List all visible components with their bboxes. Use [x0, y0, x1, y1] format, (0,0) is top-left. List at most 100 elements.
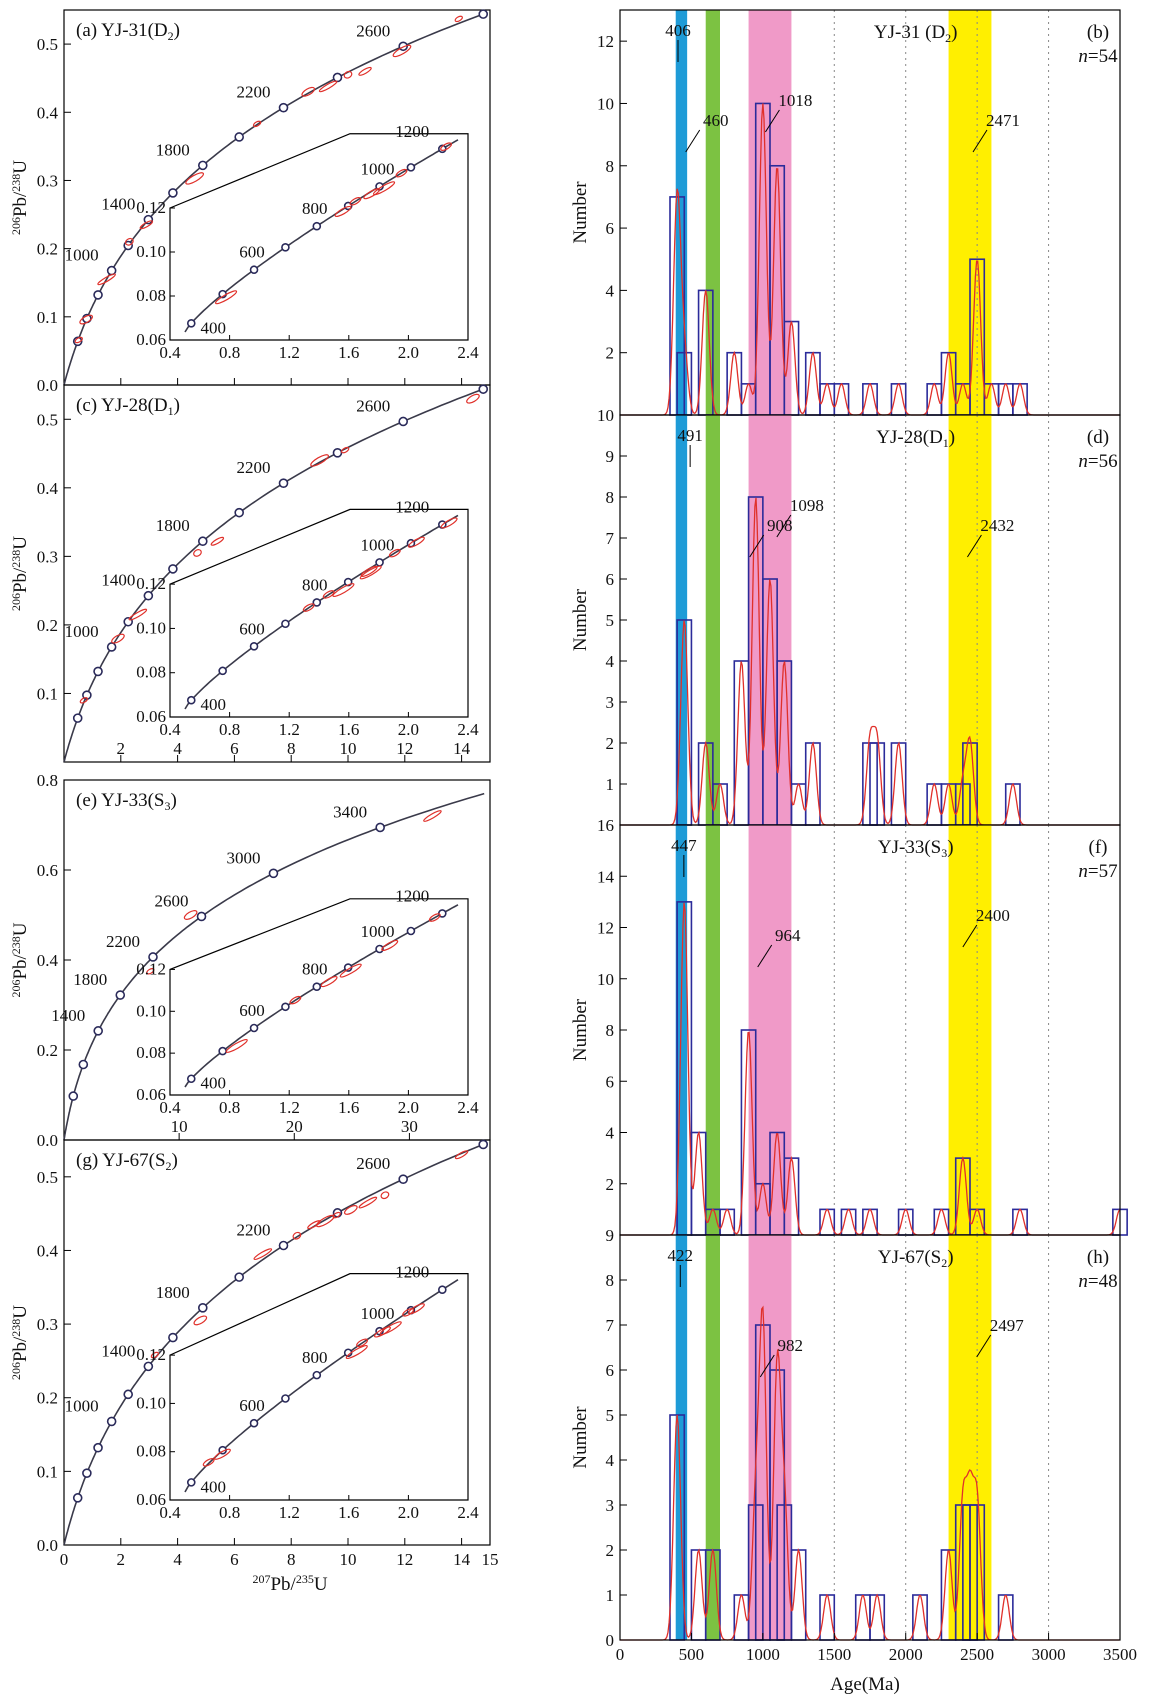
- inset-x-tick-label: 2.4: [457, 343, 479, 362]
- peak-label: 406: [665, 21, 691, 40]
- inset-analysis-ellipse: [339, 963, 362, 978]
- age-x-tick-label: 2000: [889, 1645, 923, 1664]
- y-tick-label: 7: [606, 1316, 615, 1335]
- histogram-bar: [840, 1208, 857, 1236]
- age-node: [143, 214, 154, 225]
- y-tick-label: 12: [597, 32, 614, 51]
- x-tick-label: 14: [453, 739, 471, 758]
- inset-age-node: [186, 318, 196, 328]
- y-tick-label: 1: [606, 775, 615, 794]
- y-axis-label: Number: [570, 998, 591, 1061]
- x-tick-label: 4: [173, 1550, 182, 1569]
- inset-analysis-ellipse: [356, 1338, 368, 1348]
- peak-leader: [967, 534, 982, 558]
- analysis-ellipse: [74, 336, 83, 344]
- peak-label: 422: [668, 1246, 694, 1265]
- age-node: [197, 1303, 208, 1313]
- inset-analysis-ellipse: [359, 565, 382, 580]
- age-node: [78, 1059, 89, 1070]
- age-node: [123, 1389, 133, 1400]
- inset-y-tick-label: 0.08: [136, 286, 166, 305]
- analysis-ellipse: [310, 454, 329, 467]
- inset-age-label: 800: [302, 575, 328, 594]
- histogram-panel-f: 9 2 4 6 8 10 12 14 447 964 2400 YJ-33(S3) (f) n=57 Num…: [570, 824, 1128, 1245]
- concordia-panel-e: 0.0 0.2 0.4 0.6 0.8 1400 1800 2200 2600 3000 3400 0…: [9, 771, 491, 1150]
- y-axis-label: 206Pb/238U: [9, 1305, 31, 1380]
- age-label: 2200: [106, 932, 140, 951]
- age-node: [72, 713, 83, 723]
- peak-label: 447: [671, 836, 697, 855]
- inset-age-label: 600: [239, 243, 265, 262]
- inset-frame: [169, 898, 469, 1096]
- age-node: [278, 102, 289, 113]
- panel-title: (c) YJ-28(D1): [76, 395, 180, 418]
- histogram-bar: [719, 1208, 736, 1236]
- analysis-ellipse: [332, 1211, 341, 1219]
- age-label: 1400: [51, 1006, 85, 1025]
- x-tick-label: 12: [396, 739, 413, 758]
- inset-age-label: 600: [239, 619, 265, 638]
- sample-title: YJ-67(S2): [878, 1247, 954, 1270]
- peak-label: 1018: [778, 91, 812, 110]
- inset-x-tick-label: 1.2: [279, 1503, 300, 1522]
- inset-age-label: 800: [302, 960, 328, 979]
- x-tick-label: 12: [396, 1550, 413, 1569]
- age-node: [197, 160, 208, 171]
- y-tick-label: 7: [606, 529, 615, 548]
- inset-x-tick-label: 1.2: [279, 343, 300, 362]
- age-x-tick-label: 1500: [817, 1645, 851, 1664]
- x-tick-label: 10: [340, 1550, 357, 1569]
- analysis-ellipse: [454, 15, 463, 23]
- inset-age-label: 1200: [395, 1263, 429, 1282]
- analysis-ellipse: [97, 273, 116, 286]
- inset-y-tick-label: 0.06: [136, 330, 166, 349]
- inset-age-node: [249, 1023, 259, 1033]
- x-tick-label: 4: [173, 739, 182, 758]
- peak-leader: [765, 109, 780, 133]
- inset-x-tick-label: 2.0: [398, 720, 419, 739]
- inset-frame: [169, 508, 469, 718]
- concordia-panel-g: 0.00.10.20.30.40.5100014001800220026000.…: [9, 1139, 499, 1569]
- histogram-bar: [726, 351, 743, 416]
- inset-analysis-ellipse: [440, 517, 458, 529]
- y-axis-label: Number: [570, 1406, 591, 1469]
- age-x-tick-label: 0: [616, 1645, 625, 1664]
- age-band: [705, 10, 720, 415]
- y-tick-label: 8: [606, 488, 615, 507]
- age-label: 1800: [156, 516, 190, 535]
- y-tick-label: 0.2: [37, 1389, 58, 1408]
- y-tick-label: 6: [606, 219, 615, 238]
- inset-age-node: [406, 163, 416, 172]
- analysis-ellipse: [128, 608, 148, 621]
- age-label: 1800: [73, 970, 107, 989]
- age-label: 2600: [356, 1154, 390, 1173]
- y-tick-label: 2: [606, 734, 615, 753]
- x-tick-label: 6: [230, 1550, 239, 1569]
- age-node: [398, 416, 409, 427]
- x-tick-label: 0: [60, 1550, 69, 1569]
- inset-y-tick-label: 0.06: [136, 1490, 166, 1509]
- y-tick-label: 0.0: [37, 376, 58, 395]
- age-node: [168, 1332, 178, 1343]
- histogram-bar: [804, 742, 821, 826]
- inset-age-node: [375, 944, 384, 954]
- age-node: [478, 384, 489, 394]
- inset-age-label: 800: [302, 1348, 328, 1367]
- inset-analysis-ellipse: [402, 1308, 415, 1317]
- age-x-axis-label: Age(Ma): [830, 1674, 900, 1695]
- age-band: [705, 825, 720, 1235]
- plot-frame: [619, 1234, 1121, 1641]
- x-tick-label: 2: [117, 739, 126, 758]
- y-tick-label: 10: [597, 94, 614, 113]
- age-node: [115, 990, 126, 1000]
- inset-age-node: [406, 926, 416, 936]
- analysis-ellipse: [150, 1351, 160, 1359]
- y-tick-label: 4: [606, 1124, 615, 1143]
- inset-age-label: 1200: [395, 886, 429, 905]
- x-tick-label: 14: [453, 1550, 471, 1569]
- age-node: [398, 1174, 409, 1184]
- age-node: [123, 616, 133, 627]
